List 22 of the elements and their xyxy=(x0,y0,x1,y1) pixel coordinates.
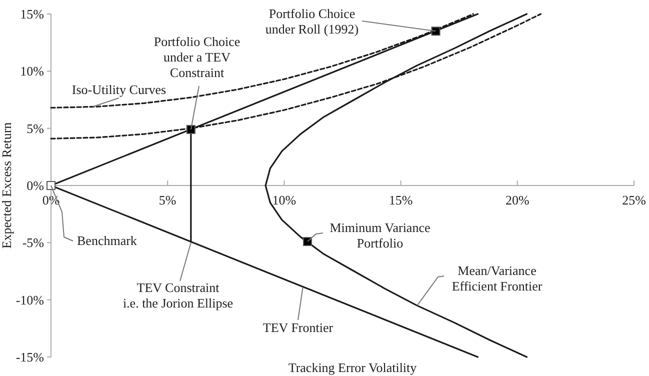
x-tick-label: 5% xyxy=(158,192,176,208)
x-tick-label: 10% xyxy=(272,192,296,208)
x-tick-label: 15% xyxy=(388,192,413,208)
y-tick-label: -5% xyxy=(22,235,44,250)
y-tick-label: 5% xyxy=(26,120,44,136)
x-tick-label: 25% xyxy=(622,192,646,208)
y-tick-label: 0% xyxy=(26,178,44,193)
annotation: Mean/Variance Efficient Frontier xyxy=(452,263,543,294)
annotation: Miminum Variance Portfolio xyxy=(330,220,430,250)
x-axis-title: Tracking Error Volatility xyxy=(288,360,418,375)
annotation: Benchmark xyxy=(77,233,138,248)
annotation: Portfolio Choice under Roll (1992) xyxy=(265,6,359,36)
y-tick-label: -10% xyxy=(16,292,44,308)
y-tick-label: 10% xyxy=(20,64,44,79)
y-axis-title: Expected Excess Return xyxy=(0,122,14,249)
annotation: Iso-Utility Curves xyxy=(72,82,166,97)
annotation: TEV Frontier xyxy=(262,320,334,335)
annotation: Portfolio Choice under a TEV Constraint xyxy=(154,34,240,80)
y-tick-label: 15% xyxy=(20,6,44,22)
y-tick-label: -15% xyxy=(16,350,44,364)
x-tick-label: 20% xyxy=(505,192,530,208)
annotation: TEV Constraint i.e. the Jorion Ellipse xyxy=(122,280,234,310)
